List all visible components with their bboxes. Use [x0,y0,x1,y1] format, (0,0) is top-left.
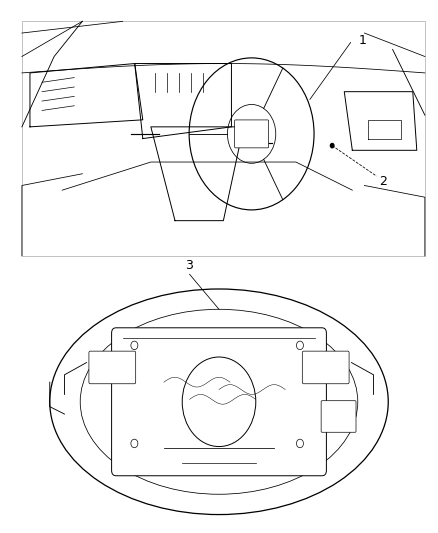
Text: 1: 1 [359,34,367,46]
Bar [22,21,425,256]
Text: 3: 3 [185,259,193,272]
FancyBboxPatch shape [89,351,136,384]
FancyBboxPatch shape [112,328,326,476]
FancyBboxPatch shape [321,401,356,432]
FancyBboxPatch shape [302,351,349,384]
FancyBboxPatch shape [235,120,268,148]
Text: 2: 2 [379,175,387,188]
Circle shape [330,143,334,148]
